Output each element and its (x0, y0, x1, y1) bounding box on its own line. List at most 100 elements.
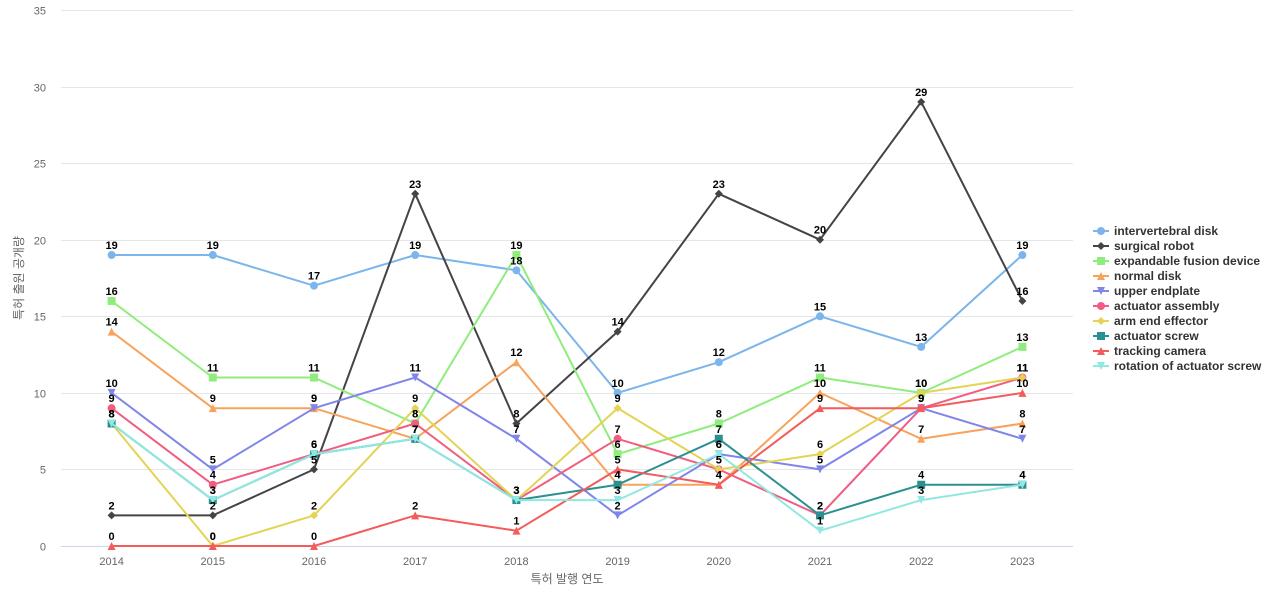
data-point-upper-endplate (208, 465, 217, 474)
data-point-tracking-camera (917, 404, 926, 413)
legend-label: surgical robot (1114, 239, 1194, 253)
data-point-arm-end-effector (816, 450, 824, 459)
x-tick-label: 2022 (909, 556, 933, 568)
data-point-rotation-of-actuator-screw (310, 450, 318, 459)
data-label-expandable-fusion-device: 10 (915, 378, 927, 390)
data-label-surgical-robot: 5 (311, 454, 317, 466)
data-point-normal-disk (208, 404, 217, 413)
legend-item-tracking-camera[interactable]: tracking camera (1093, 344, 1206, 358)
data-label-expandable-fusion-device: 6 (615, 439, 621, 451)
data-label-intervertebral-disk: 17 (308, 271, 320, 283)
legend-item-arm-end-effector[interactable]: arm end effector (1093, 314, 1208, 328)
legend-label: expandable fusion device (1114, 254, 1260, 268)
data-label-normal-disk: 10 (814, 378, 826, 390)
data-point-actuator-screw (917, 480, 926, 489)
data-label-expandable-fusion-device: 16 (105, 286, 117, 298)
data-point-surgical-robot (816, 235, 824, 244)
data-point-expandable-fusion-device (613, 450, 622, 459)
data-point-actuator-screw (613, 480, 622, 489)
data-label-actuator-assembly: 9 (109, 393, 115, 405)
data-label-tracking-camera: 0 (109, 531, 115, 543)
legend-label: actuator assembly (1114, 299, 1220, 313)
data-label-surgical-robot: 16 (1016, 286, 1028, 298)
data-label-expandable-fusion-device: 13 (1016, 332, 1028, 344)
legend-item-actuator-screw[interactable]: actuator screw (1093, 329, 1199, 343)
data-label-tracking-camera: 9 (918, 393, 924, 405)
data-label-upper-endplate: 10 (105, 378, 117, 390)
data-label-expandable-fusion-device: 11 (308, 363, 320, 375)
data-point-rotation-of-actuator-screw (714, 450, 723, 459)
data-label-arm-end-effector: 2 (311, 500, 317, 512)
legend-item-normal-disk[interactable]: normal disk (1093, 269, 1182, 283)
legend-marker (1097, 347, 1105, 355)
data-label-actuator-screw: 3 (210, 485, 216, 497)
data-label-actuator-assembly: 6 (311, 439, 317, 451)
data-label-upper-endplate: 9 (311, 393, 317, 405)
data-label-arm-end-effector: 9 (615, 393, 621, 405)
data-label-tracking-camera: 0 (210, 531, 216, 543)
data-label-tracking-camera: 2 (412, 500, 418, 512)
data-point-arm-end-effector (613, 404, 622, 413)
data-point-tracking-camera (310, 542, 318, 550)
data-label-intervertebral-disk: 13 (915, 332, 927, 344)
legend-label: arm end effector (1114, 314, 1208, 328)
legend-marker (1097, 302, 1105, 310)
data-point-actuator-screw (816, 511, 824, 520)
data-point-upper-endplate (107, 388, 116, 397)
data-label-actuator-screw: 4 (1019, 470, 1026, 482)
data-point-rotation-of-actuator-screw (107, 419, 116, 428)
x-tick-label: 2023 (1010, 556, 1034, 568)
data-point-expandable-fusion-device (107, 296, 116, 305)
legend-item-expandable-fusion-device[interactable]: expandable fusion device (1093, 254, 1260, 268)
x-tick-label: 2015 (201, 556, 225, 568)
series-rotation-of-actuator-screw (107, 419, 1027, 535)
data-point-tracking-camera (107, 542, 116, 550)
legend-item-rotation-of-actuator-screw[interactable]: rotation of actuator screw (1093, 359, 1262, 373)
series-intervertebral-disk (107, 251, 1027, 397)
series-line-intervertebral-disk (110, 254, 1024, 394)
data-label-surgical-robot: 29 (915, 87, 927, 99)
data-label-intervertebral-disk: 19 (105, 240, 117, 252)
data-point-intervertebral-disk (1018, 251, 1027, 260)
data-point-surgical-robot (411, 189, 420, 198)
series-line-actuator-assembly (110, 376, 1024, 517)
data-point-expandable-fusion-device (816, 373, 824, 382)
legend-item-surgical-robot[interactable]: surgical robot (1093, 239, 1194, 253)
data-label-intervertebral-disk: 12 (713, 347, 725, 359)
data-point-expandable-fusion-device (310, 373, 318, 382)
data-point-intervertebral-disk (613, 388, 622, 397)
legend-item-intervertebral-disk[interactable]: intervertebral disk (1093, 224, 1218, 238)
data-point-tracking-camera (411, 511, 420, 520)
data-point-expandable-fusion-device (1018, 342, 1027, 351)
data-label-normal-disk: 9 (210, 393, 216, 405)
data-point-intervertebral-disk (512, 266, 521, 275)
data-label-surgical-robot: 23 (409, 179, 421, 191)
series-line-expandable-fusion-device (110, 254, 1024, 456)
data-label-intervertebral-disk: 19 (1016, 240, 1028, 252)
data-point-actuator-assembly (411, 419, 420, 428)
data-label-rotation-of-actuator-screw: 3 (210, 485, 216, 497)
legend-item-upper-endplate[interactable]: upper endplate (1093, 284, 1200, 298)
data-label-normal-disk: 4 (615, 470, 622, 482)
data-label-actuator-screw: 4 (615, 470, 622, 482)
data-point-expandable-fusion-device (512, 251, 521, 260)
data-point-upper-endplate (613, 511, 622, 520)
data-label-tracking-camera: 5 (615, 454, 621, 466)
y-tick-label: 15 (34, 312, 46, 324)
data-point-expandable-fusion-device (208, 373, 217, 382)
legend-item-actuator-assembly[interactable]: actuator assembly (1093, 299, 1220, 313)
y-tick-label: 5 (40, 465, 46, 477)
data-label-upper-endplate: 9 (918, 393, 924, 405)
data-label-rotation-of-actuator-screw: 8 (109, 408, 115, 420)
data-label-tracking-camera: 9 (817, 393, 823, 405)
data-point-intervertebral-disk (917, 342, 926, 351)
data-label-surgical-robot: 2 (109, 500, 115, 512)
data-point-actuator-assembly (107, 404, 116, 413)
series-group (107, 97, 1027, 550)
series-line-arm-end-effector (110, 376, 1024, 547)
data-label-intervertebral-disk: 10 (611, 378, 623, 390)
data-label-actuator-assembly: 4 (210, 470, 217, 482)
x-tick-label: 2019 (605, 556, 629, 568)
